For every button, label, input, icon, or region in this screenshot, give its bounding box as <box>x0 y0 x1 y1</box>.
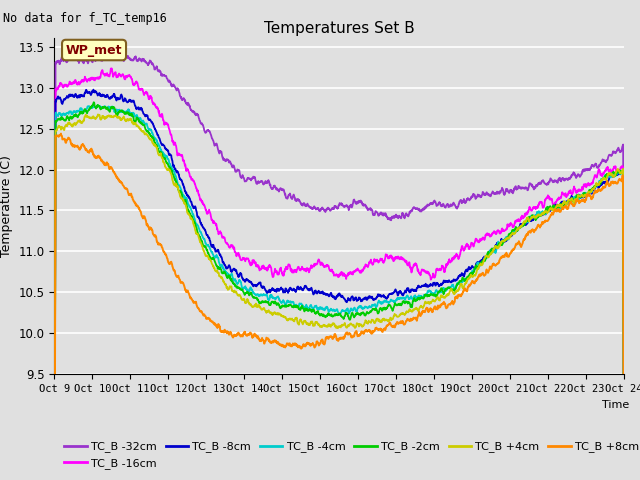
Y-axis label: Temperature (C): Temperature (C) <box>0 156 13 257</box>
Title: Temperatures Set B: Temperatures Set B <box>264 21 415 36</box>
Legend: TC_B -32cm, TC_B -16cm, TC_B -8cm, TC_B -4cm, TC_B -2cm, TC_B +4cm, TC_B +8cm: TC_B -32cm, TC_B -16cm, TC_B -8cm, TC_B … <box>60 437 640 473</box>
Text: WP_met: WP_met <box>66 44 122 57</box>
Text: No data for f_TC_temp16: No data for f_TC_temp16 <box>3 12 167 25</box>
X-axis label: Time: Time <box>602 400 630 409</box>
